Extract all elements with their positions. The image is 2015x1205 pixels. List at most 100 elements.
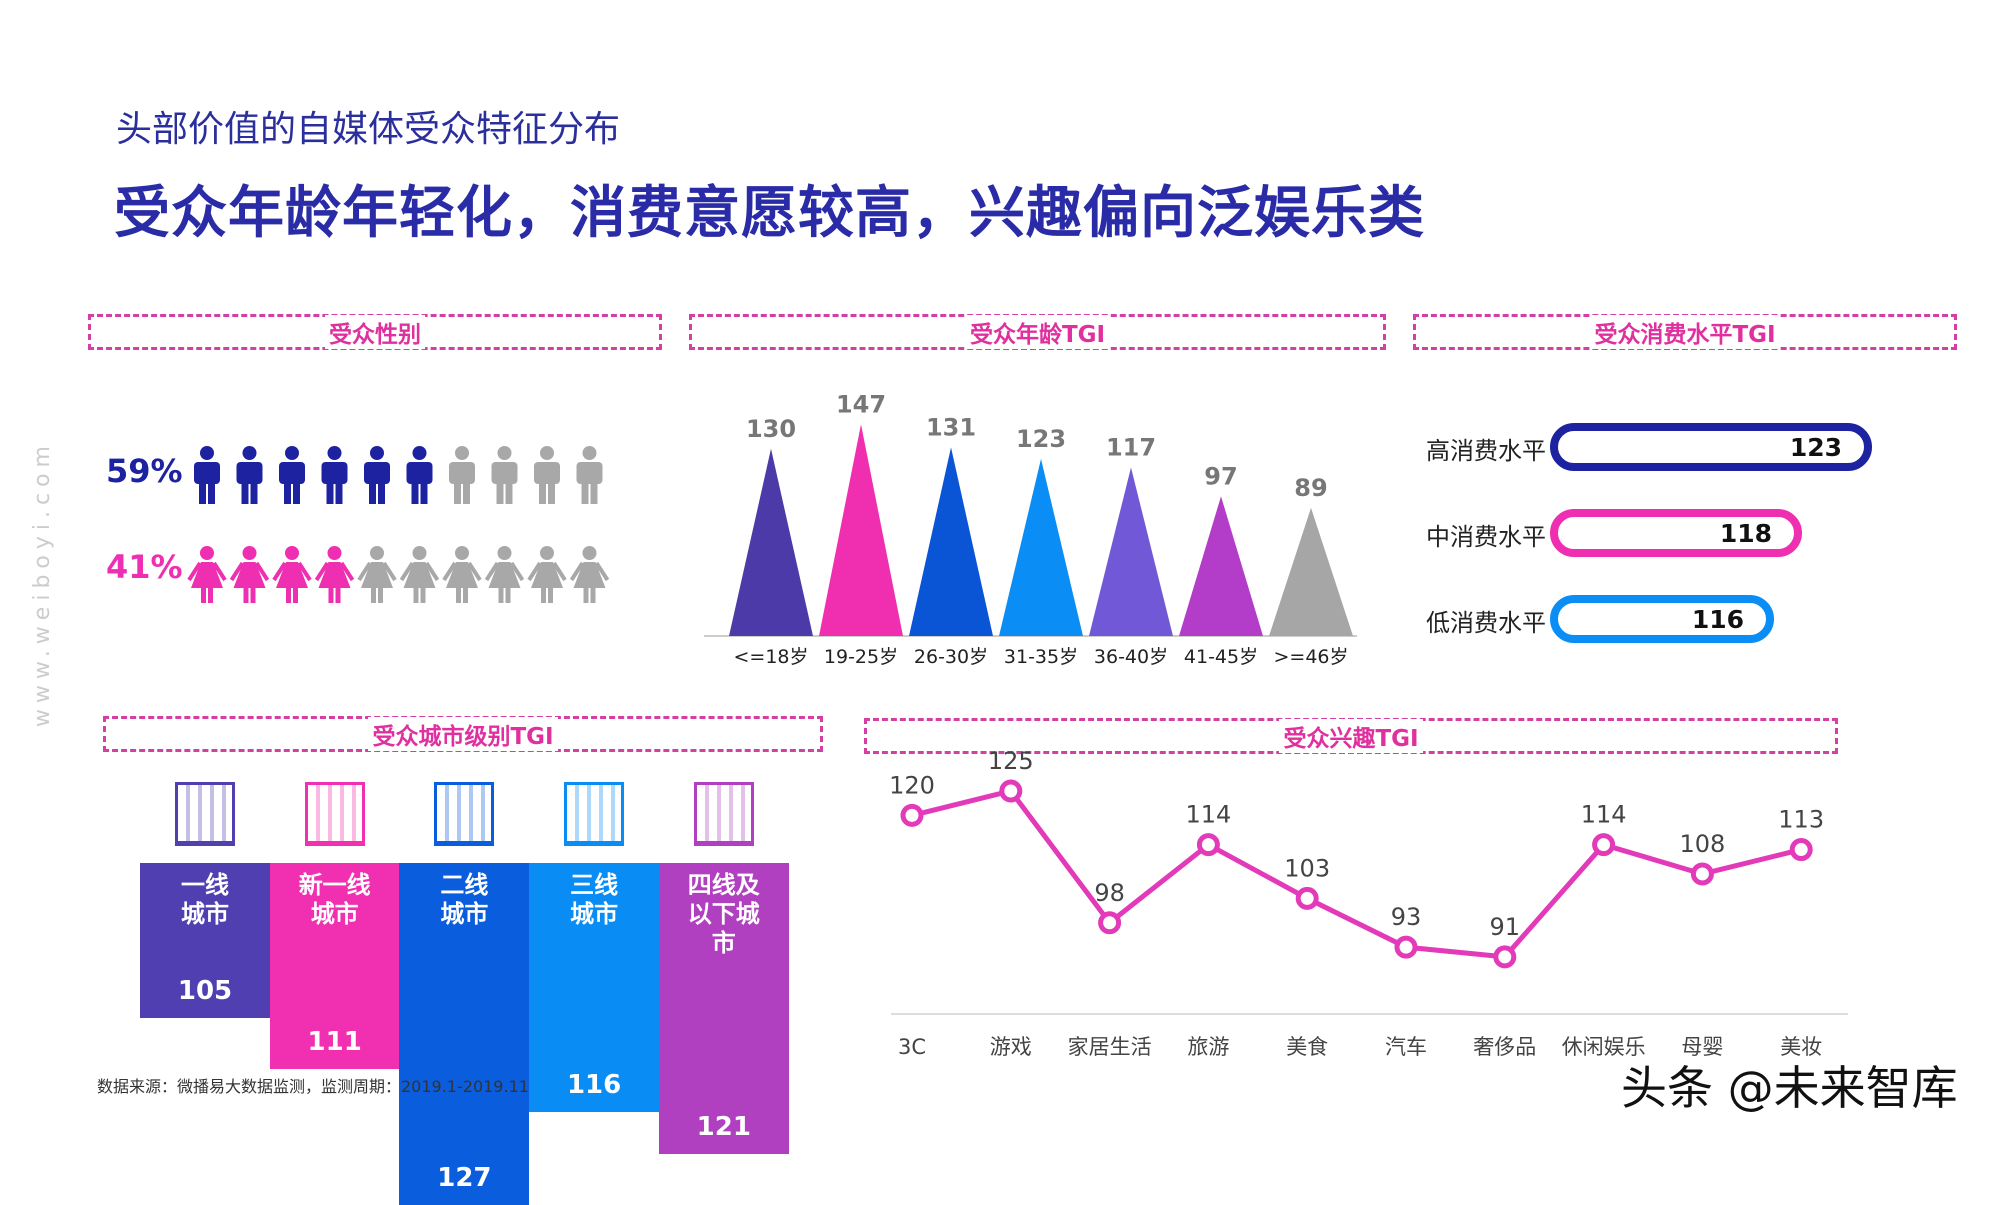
city-bar: 三线 城市 116	[529, 863, 660, 1112]
interest-point	[1592, 833, 1616, 857]
age-bar	[999, 458, 1083, 636]
city-building-icon	[564, 782, 625, 846]
interest-category-label: 3C	[898, 1035, 926, 1059]
female-icon	[314, 546, 355, 603]
age-bar	[819, 424, 903, 636]
consumption-bar: 123	[1550, 423, 1872, 471]
female-icon	[484, 546, 525, 603]
city-label: 新一线 城市	[298, 871, 371, 928]
interest-value-label: 93	[1391, 903, 1422, 931]
age-section-header: 受众年龄TGI	[689, 314, 1386, 350]
female-icon	[357, 546, 397, 603]
male-icon	[194, 446, 220, 504]
age-title: 受众年龄TGI	[965, 315, 1110, 349]
age-value-label: 97	[1204, 462, 1237, 490]
age-category-label: >=46岁	[1273, 646, 1348, 668]
female-icon	[229, 546, 270, 603]
city-value: 121	[696, 1112, 751, 1142]
interest-category-label: 美妆	[1780, 1035, 1822, 1059]
interest-value-label: 113	[1778, 806, 1824, 834]
interest-category-label: 游戏	[990, 1035, 1032, 1059]
interest-value-label: 103	[1284, 854, 1330, 882]
age-value-label: 131	[926, 413, 976, 441]
interest-category-label: 美食	[1286, 1035, 1328, 1059]
city-label: 四线及 以下城 市	[687, 871, 760, 957]
female-icon	[399, 546, 440, 603]
male-percent: 59%	[106, 452, 183, 490]
city-building-icon	[693, 782, 754, 846]
male-icon	[449, 446, 475, 504]
city-building-icon	[175, 782, 235, 846]
male-icon	[534, 446, 560, 504]
data-source: 数据来源：微播易大数据监测，监测周期：2019.1-2019.11	[97, 1077, 529, 1096]
interest-value-label: 98	[1094, 879, 1125, 907]
age-bar	[909, 447, 993, 636]
city-bar: 一线 城市 105	[140, 863, 270, 1018]
interest-value-label: 91	[1490, 913, 1521, 941]
interest-point	[1098, 911, 1122, 935]
female-icon	[527, 546, 567, 603]
interest-value-label: 120	[889, 771, 935, 799]
interest-value-label: 114	[1185, 801, 1231, 829]
city-label: 二线 城市	[440, 871, 489, 928]
consumption-bar: 116	[1550, 595, 1774, 643]
interest-category-label: 家居生活	[1068, 1035, 1152, 1059]
consumption-label: 中消费水平	[1426, 523, 1546, 551]
interest-point	[900, 803, 924, 827]
interest-value-label: 108	[1679, 830, 1725, 858]
female-icon	[187, 546, 227, 603]
interest-value-label: 114	[1581, 801, 1627, 829]
male-icon	[576, 446, 603, 504]
consumption-label: 低消费水平	[1426, 609, 1546, 637]
interest-point	[1493, 945, 1517, 969]
interest-point	[1690, 862, 1714, 886]
city-value: 116	[566, 1069, 622, 1100]
interest-point	[1394, 935, 1418, 959]
page-subtitle: 头部价值的自媒体受众特征分布	[116, 109, 621, 150]
city-label: 一线 城市	[181, 871, 229, 928]
age-bar	[1179, 496, 1263, 636]
interest-section-header: 受众兴趣TGI	[864, 718, 1838, 754]
age-category-label: 19-25岁	[824, 646, 898, 668]
interest-point	[1789, 838, 1813, 862]
interest-title: 受众兴趣TGI	[1279, 719, 1423, 753]
age-value-label: 123	[1016, 425, 1066, 453]
female-percent: 41%	[106, 548, 183, 586]
consumption-section-header: 受众消费水平TGI	[1413, 314, 1957, 350]
interest-value-label: 125	[988, 747, 1034, 775]
city-building-icon	[434, 782, 495, 846]
female-icon	[272, 546, 312, 603]
age-category-label: 31-35岁	[1004, 646, 1078, 668]
city-title: 受众城市级别TGI	[368, 717, 558, 751]
city-bar: 四线及 以下城 市 121	[658, 863, 789, 1154]
male-icon	[279, 446, 305, 504]
gender-title: 受众性别	[325, 315, 425, 349]
male-icon	[321, 446, 348, 504]
age-value-label: 130	[746, 415, 796, 443]
age-value-label: 147	[836, 390, 886, 418]
city-label: 三线 城市	[570, 871, 619, 928]
interest-point	[1196, 833, 1220, 857]
consumption-label: 高消费水平	[1426, 437, 1546, 465]
city-building-icon	[304, 782, 365, 846]
male-icon	[364, 446, 390, 504]
age-value-label: 89	[1294, 474, 1327, 502]
interest-category-label: 休闲娱乐	[1562, 1035, 1646, 1059]
age-bar	[729, 448, 813, 636]
male-icon	[491, 446, 518, 504]
age-category-label: 41-45岁	[1184, 646, 1258, 668]
gender-pictogram: 130 <=18岁 147 19-25岁 131 26-30岁 123 31-35岁 117 36…	[187, 390, 1848, 1059]
city-bar: 新一线 城市 111	[269, 863, 400, 1069]
interest-point	[1295, 886, 1319, 910]
gender-section-header: 受众性别	[88, 314, 662, 350]
female-icon	[569, 546, 610, 603]
page-title: 受众年龄年轻化，消费意愿较高，兴趣偏向泛娱乐类	[114, 181, 1425, 246]
interest-category-label: 奢侈品	[1473, 1035, 1536, 1059]
consumption-bar: 118	[1550, 509, 1802, 557]
age-value-label: 117	[1106, 434, 1156, 462]
interest-point	[999, 779, 1023, 803]
city-value: 105	[177, 976, 233, 1006]
age-category-label: 36-40岁	[1094, 646, 1168, 668]
interest-category-label: 母婴	[1681, 1035, 1723, 1059]
age-bar	[1089, 467, 1173, 636]
